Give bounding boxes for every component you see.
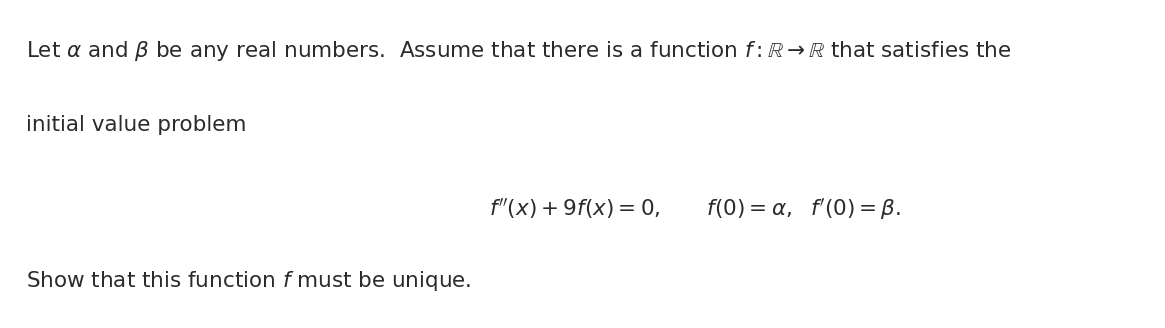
Text: initial value problem: initial value problem — [26, 115, 246, 135]
Text: Show that this function $f$ must be unique.: Show that this function $f$ must be uniq… — [26, 269, 471, 293]
Text: Let $\alpha$ and $\beta$ be any real numbers.  Assume that there is a function $: Let $\alpha$ and $\beta$ be any real num… — [26, 39, 1011, 63]
Text: $f''(x) + 9f(x) = 0, \qquad f(0) = \alpha,\ \ f'(0) = \beta.$: $f''(x) + 9f(x) = 0, \qquad f(0) = \alph… — [489, 197, 902, 222]
